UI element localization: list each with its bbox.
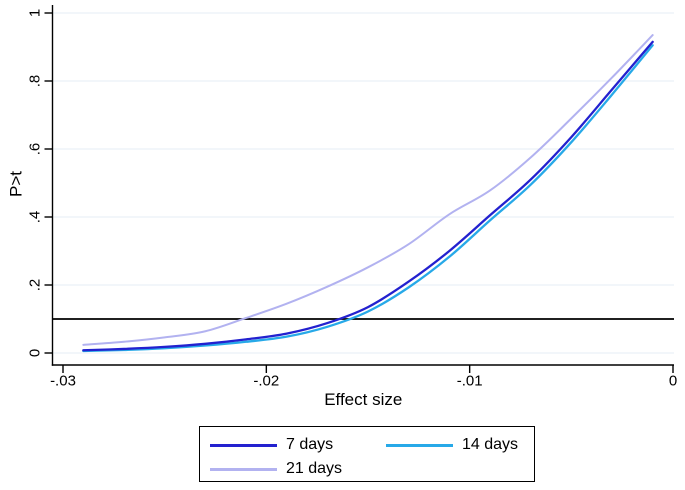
legend: 7 days 14 days 21 days	[199, 426, 535, 482]
y-tick-label: 1	[27, 9, 44, 17]
series-line-7-days	[82, 40, 654, 352]
legend-item-7-days: 7 days	[210, 433, 386, 457]
legend-row: 21 days	[210, 457, 534, 481]
series-line-14-days	[82, 44, 654, 353]
y-tick-label: .8	[27, 75, 44, 88]
legend-label-21-days: 21 days	[286, 460, 343, 477]
y-axis-title: P>t	[7, 171, 26, 197]
legend-line-sample-7-days	[210, 443, 277, 447]
y-tick-label: .6	[27, 143, 44, 156]
legend-line-sample-21-days	[210, 467, 277, 471]
series-line-21-days	[82, 34, 654, 346]
legend-label-7-days: 7 days	[286, 436, 334, 453]
legend-item-21-days: 21 days	[210, 457, 386, 481]
y-tick-label: 0	[27, 349, 44, 357]
legend-label-14-days: 14 days	[462, 436, 519, 453]
legend-row: 7 days 14 days	[210, 433, 534, 457]
y-tick-label: .2	[27, 279, 44, 292]
x-axis-title: Effect size	[324, 390, 402, 409]
legend-line-sample-14-days	[386, 443, 453, 447]
y-tick-label: .4	[27, 211, 44, 224]
x-tick-label: 0	[669, 372, 677, 389]
x-tick-label: -.03	[50, 372, 76, 389]
legend-item-14-days: 14 days	[386, 433, 534, 457]
x-tick-label: -.01	[457, 372, 483, 389]
x-tick-label: -.02	[253, 372, 279, 389]
